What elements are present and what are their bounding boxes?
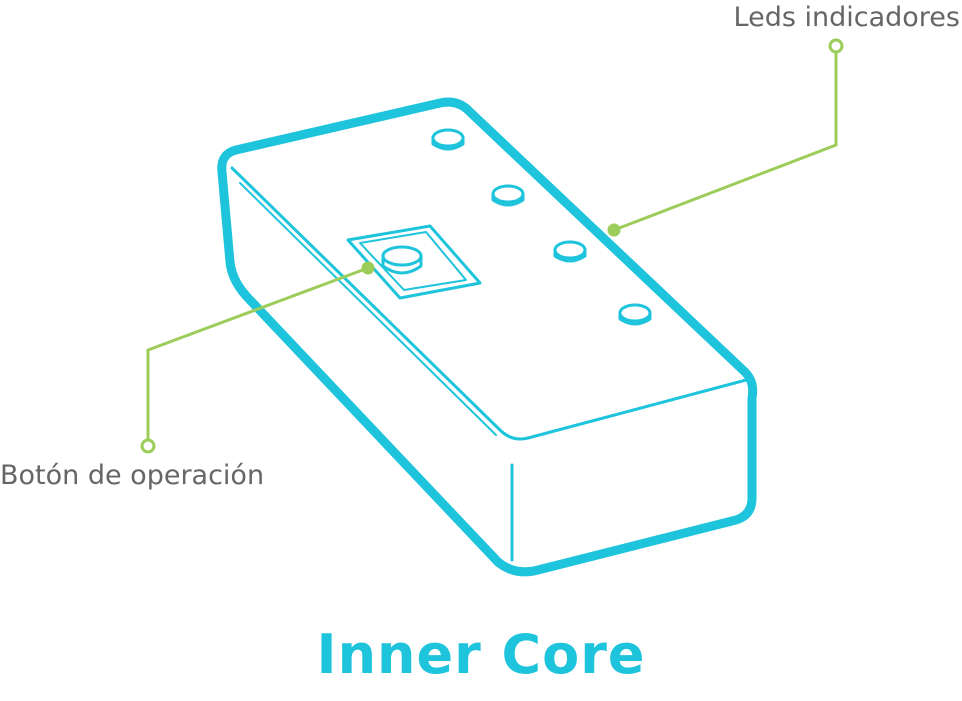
top-face-edge-inner: [239, 182, 497, 436]
leds-callout-end: [828, 38, 844, 54]
led-1-shape: [431, 128, 465, 151]
led-3-shape: [553, 240, 587, 263]
button-recess-inner: [359, 231, 467, 291]
button-callout-line: [146, 266, 369, 440]
top-face-edge: [230, 166, 748, 441]
page-title: Inner Core: [316, 623, 646, 686]
leds-callout-anchor: [607, 223, 621, 237]
led-2-shape: [491, 184, 525, 207]
button-callout-anchor: [361, 261, 375, 275]
button-recess-outer: [346, 224, 482, 300]
operation-button-shape: [381, 245, 423, 275]
device-outline: [217, 97, 758, 577]
led-4-shape: [618, 303, 652, 326]
leds-callout-line: [613, 52, 838, 232]
button-callout-end: [140, 438, 156, 454]
leds-label: Leds indicadores: [733, 2, 960, 33]
operation-button-label: Botón de operación: [0, 460, 265, 491]
